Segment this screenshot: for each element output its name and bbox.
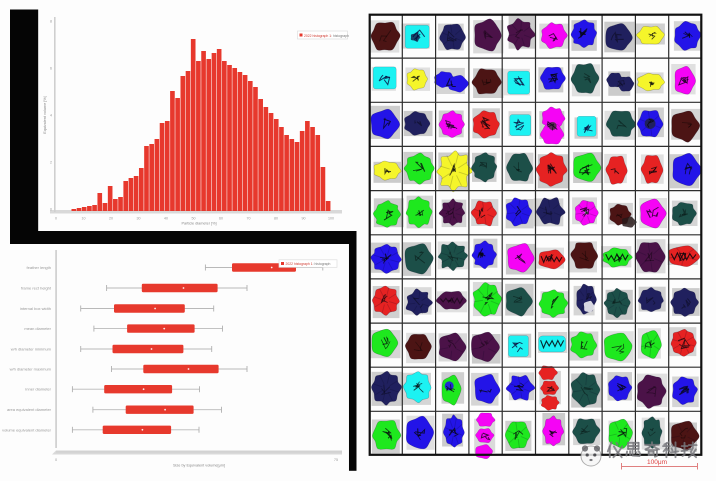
svg-text:internal box width: internal box width [20,306,51,311]
svg-text:10: 10 [82,217,86,221]
svg-text:50: 50 [192,217,196,221]
svg-text:20: 20 [109,217,113,221]
svg-text:8: 8 [50,19,52,23]
svg-text:frame rect height: frame rect height [21,286,52,291]
svg-text:Particle diameter [%]: Particle diameter [%] [181,222,216,226]
svg-text:80: 80 [274,217,278,221]
svg-text:2022 histograph 1: histograph: 2022 histograph 1: histograph [286,262,331,266]
svg-text:mean diameter: mean diameter [24,326,51,331]
svg-text:feather length: feather length [27,265,51,270]
svg-text:volume equivalent diameter: volume equivalent diameter [2,427,52,432]
svg-text:Equivalent volume [%]: Equivalent volume [%] [43,96,47,134]
svg-text:75: 75 [334,458,338,462]
svg-text:40: 40 [164,217,168,221]
svg-text:area equivalent diameter: area equivalent diameter [7,407,52,412]
svg-text:100: 100 [328,217,334,221]
svg-text:90: 90 [302,217,306,221]
svg-text:0: 0 [55,458,57,462]
svg-text:inner diameter: inner diameter [25,387,51,392]
svg-text:2: 2 [50,160,52,164]
svg-text:w/h diameter minimum: w/h diameter minimum [11,347,52,352]
svg-text:0: 0 [50,207,52,211]
svg-text:6: 6 [50,66,52,70]
svg-text:30: 30 [137,217,141,221]
svg-text:w/h diameter maximum: w/h diameter maximum [10,367,52,372]
svg-text:4: 4 [50,113,52,117]
svg-text:0: 0 [55,217,57,221]
svg-text:100μm: 100μm [647,459,667,466]
svg-text:70: 70 [247,217,251,221]
svg-text:2022 histograph 1: histograph: 2022 histograph 1: histograph [304,34,349,38]
svg-text:Size by Equivalent volume[μm]: Size by Equivalent volume[μm] [173,464,225,468]
svg-text:60: 60 [219,217,223,221]
